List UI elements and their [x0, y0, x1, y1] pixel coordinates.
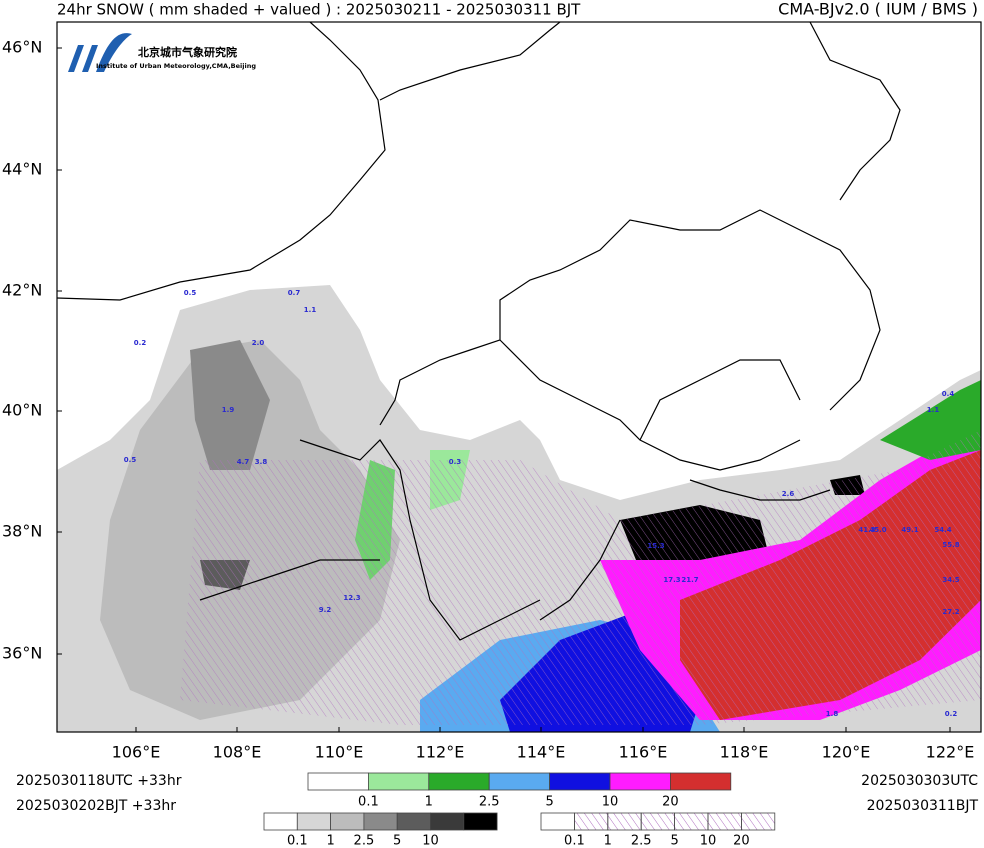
legend-swatch	[263, 812, 298, 831]
legend-swatch	[707, 812, 742, 831]
legend-swatch	[549, 772, 611, 791]
footer-left-utc: 2025030118UTC +33hr	[16, 773, 182, 789]
snow-value: 15.3	[647, 542, 664, 550]
lon-label: 114°E	[517, 743, 566, 762]
legend-swatch	[574, 812, 609, 831]
logo-english: Institute of Urban Meteorology,CMA,Beiji…	[96, 62, 256, 70]
snow-value: 21.7	[681, 576, 698, 584]
snow-value: 0.5	[184, 289, 197, 297]
legend-swatch	[367, 772, 430, 791]
lat-label: 38°N	[2, 522, 42, 541]
lat-label: 40°N	[2, 401, 42, 420]
snow-value: 0.3	[449, 458, 462, 466]
snow-value: 34.5	[942, 576, 959, 584]
lat-label: 44°N	[2, 160, 42, 179]
legend-label: 20	[662, 795, 679, 810]
footer-left-bjt: 2025030202BJT +33hr	[16, 798, 176, 814]
legend-label: 10	[422, 834, 439, 848]
snow-value: 0.7	[288, 289, 301, 297]
legend-label: 2.5	[479, 795, 500, 810]
legend-swatch	[640, 812, 676, 831]
legend-label: 0.1	[287, 834, 308, 848]
snow-value: 54.4	[934, 526, 951, 534]
snow-value: 0.4	[942, 390, 955, 398]
legend-swatch	[330, 812, 365, 831]
legend-swatch	[670, 772, 732, 791]
legend-swatch	[609, 772, 671, 791]
lon-label: 116°E	[619, 743, 668, 762]
logo: 北京城市气象研究院 Institute of Urban Meteorology…	[68, 33, 256, 72]
legend-label: 5	[393, 834, 401, 848]
legend-swatch	[488, 772, 551, 791]
snow-value: 0.2	[945, 710, 958, 718]
legend-swatch	[363, 812, 398, 831]
legend-swatch	[741, 812, 776, 831]
legend-swatch	[607, 812, 642, 831]
legend-label: 2.5	[631, 834, 652, 848]
snow-value: 41.3	[858, 526, 875, 534]
legend-label: 5	[670, 834, 678, 848]
snow-value: 1.1	[927, 406, 940, 414]
legend-swatch	[296, 812, 331, 831]
legend-swatch	[674, 812, 709, 831]
snow-value: 45.0	[869, 526, 886, 534]
lon-label: 108°E	[213, 743, 262, 762]
snow-value: 3.8	[255, 458, 268, 466]
lon-label: 112°E	[416, 743, 465, 762]
footer-right-bjt: 2025030311BJT	[867, 798, 979, 814]
legend-label: 1	[425, 795, 433, 810]
lon-label: 120°E	[822, 743, 871, 762]
snow-value: 1.9	[222, 406, 235, 414]
legend-label: 20	[733, 834, 750, 848]
legend-swatch	[430, 812, 465, 831]
snow-value: 9.2	[319, 606, 332, 614]
snow-value: 2.0	[252, 339, 265, 347]
logo-chinese: 北京城市气象研究院	[138, 45, 237, 59]
snow-value: 27.2	[942, 608, 959, 616]
snow-value: 2.6	[782, 490, 795, 498]
map-frame	[56, 21, 982, 733]
legend-label: 2.5	[354, 834, 375, 848]
legend-swatch	[396, 812, 431, 831]
legend-label: 10	[602, 795, 619, 810]
lon-label: 106°E	[112, 743, 161, 762]
lon-label: 118°E	[720, 743, 769, 762]
legend-swatch	[540, 812, 575, 831]
snow-value: 55.8	[942, 541, 959, 549]
lat-label: 42°N	[2, 281, 42, 300]
snow-value: 12.3	[343, 594, 360, 602]
snow-value: 49.1	[901, 526, 918, 534]
footer-right-utc: 2025030303UTC	[861, 773, 978, 789]
model-name: CMA-BJv2.0 ( IUM / BMS )	[778, 0, 978, 19]
legend-label: 0.1	[358, 795, 379, 810]
lon-label: 110°E	[315, 743, 364, 762]
legend-label: 1	[604, 834, 612, 848]
legend-label: 0.1	[564, 834, 585, 848]
legend-swatch	[428, 772, 490, 791]
legend-swatch	[463, 812, 498, 831]
snow-value: 0.2	[134, 339, 147, 347]
lat-label: 36°N	[2, 644, 42, 663]
snow-value: 4.7	[237, 458, 250, 466]
legend-label: 10	[700, 834, 717, 848]
snow-value: 1.1	[304, 306, 317, 314]
map: 0.5 0.7 1.1 2.0 4.7 3.8 12.3 9.2 0.3 1.9 0.2 0.5 15.…	[57, 22, 981, 732]
map-title: 24hr SNOW ( mm shaded + valued ) : 20250…	[57, 1, 581, 19]
legend-label: 1	[326, 834, 334, 848]
lon-label: 122°E	[926, 743, 975, 762]
snow-value: 0.5	[124, 456, 137, 464]
lat-label: 46°N	[2, 38, 42, 57]
snow-value: 1.8	[826, 710, 839, 718]
snow-value: 17.3	[663, 576, 680, 584]
legend-swatch	[307, 772, 369, 791]
legend-label: 5	[545, 795, 553, 810]
